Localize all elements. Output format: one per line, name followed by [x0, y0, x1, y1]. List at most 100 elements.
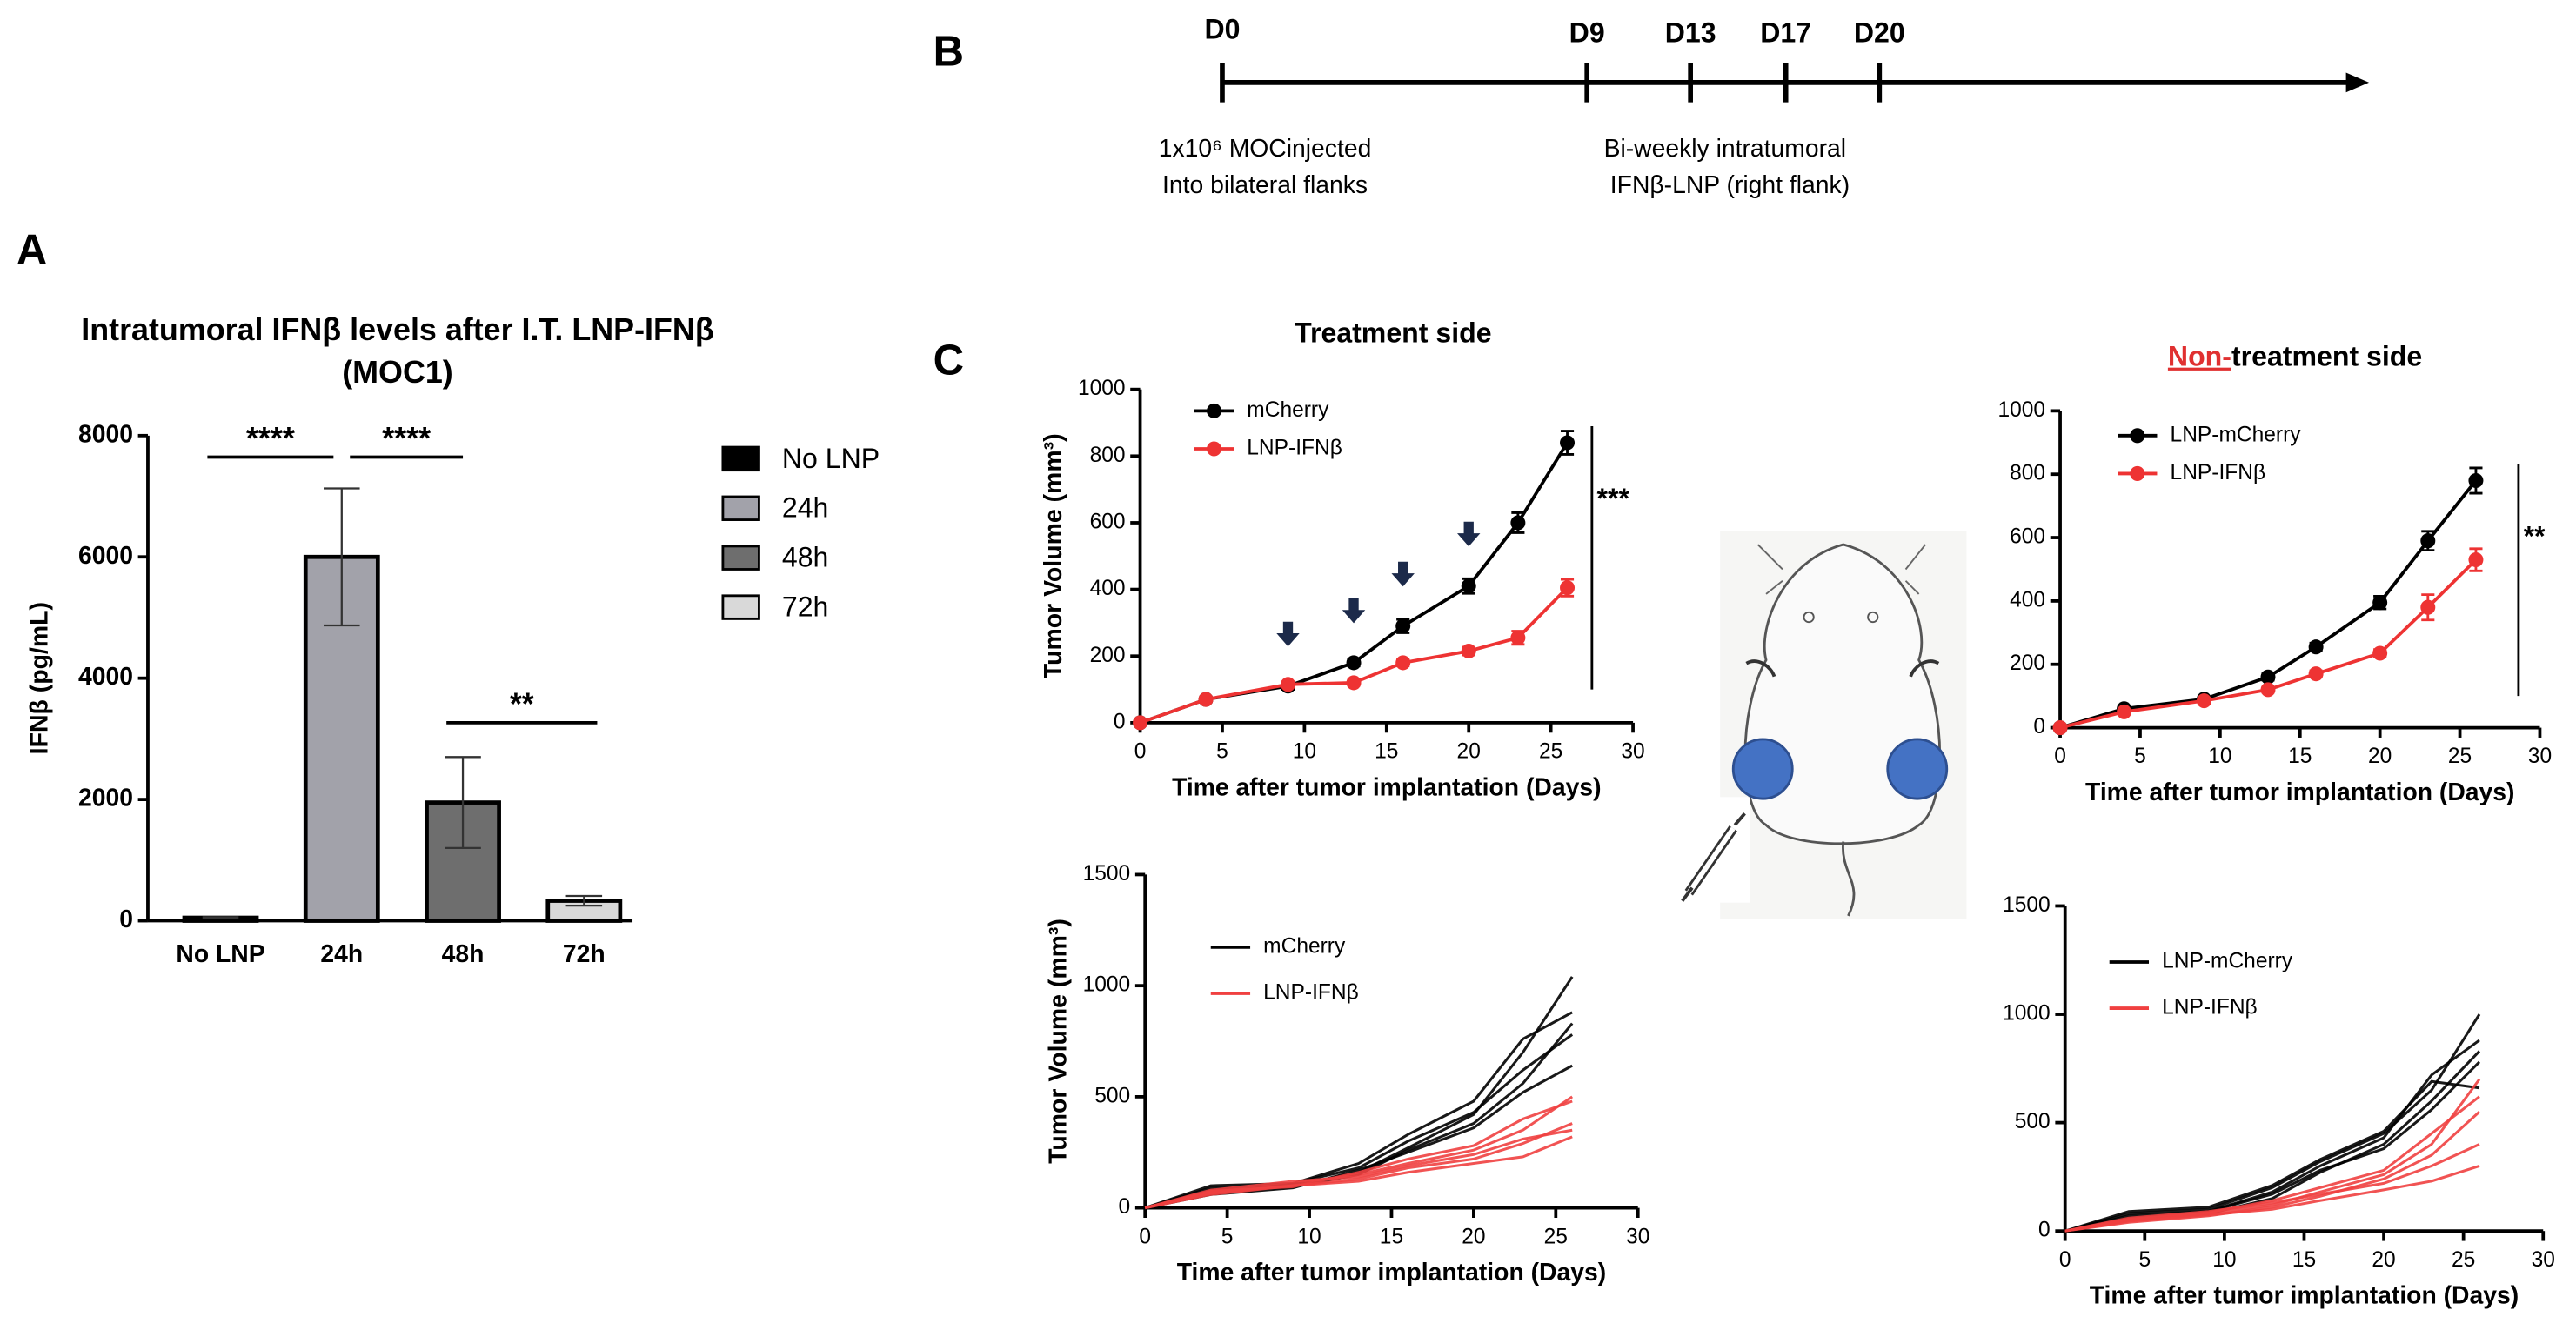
data-point	[1560, 435, 1576, 451]
y-tick-label: 0	[1114, 710, 1126, 733]
data-point	[2420, 533, 2436, 549]
x-axis-label: Time after tumor implantation (Days)	[1172, 773, 1601, 801]
chart-title: Intratumoral IFNβ levels after I.T. LNP-…	[81, 311, 713, 347]
treatment-arrow	[1457, 521, 1481, 547]
y-tick-label: 0	[2038, 1219, 2051, 1242]
series-line	[2064, 1039, 2480, 1233]
y-tick-label: 1000	[1078, 377, 1126, 400]
y-tick-label: 1500	[2003, 893, 2051, 917]
series-line	[1144, 1135, 1573, 1210]
x-tick-label: 24h	[320, 940, 363, 968]
series-line	[2064, 1013, 2481, 1233]
data-point	[1198, 692, 1214, 707]
y-tick-label: 800	[2010, 462, 2045, 485]
x-tick-label: 30	[1626, 1225, 1649, 1248]
data-point	[1346, 675, 1362, 691]
x-tick-label: 5	[2138, 1248, 2151, 1272]
x-axis-label: Time after tumor implantation (Days)	[2090, 1282, 2519, 1310]
panel-label: B	[933, 28, 964, 76]
data-point	[1510, 515, 1526, 531]
legend-label: mCherry	[1247, 398, 1329, 422]
timeline-day: D9	[1569, 17, 1605, 48]
x-tick-label: 20	[1462, 1225, 1485, 1248]
data-point	[2468, 552, 2484, 568]
data-point	[2260, 682, 2276, 698]
data-point	[1346, 655, 1362, 671]
legend-marker	[1207, 403, 1222, 418]
mean-line	[2059, 558, 2478, 730]
x-axis-label: Time after tumor implantation (Days)	[1177, 1259, 1606, 1287]
timeline-note: 1x10⁶ MOCinjected	[1159, 135, 1372, 163]
y-tick-label: 1000	[2003, 1002, 2051, 1026]
y-tick-label: 0	[119, 906, 133, 933]
y-axis-label: IFNβ (pg/mL)	[26, 602, 54, 754]
data-point	[1395, 655, 1411, 671]
x-tick-label: 15	[2288, 745, 2312, 768]
series-line	[1144, 1128, 1573, 1210]
panel-label: A	[17, 225, 47, 273]
x-tick-label: No LNP	[176, 940, 264, 968]
timeline-note: Bi-weekly intratumoral	[1604, 135, 1846, 163]
timeline-day: D17	[1760, 17, 1811, 48]
chart-title: Non-treatment side	[2168, 340, 2422, 371]
x-tick-label: 25	[2452, 1248, 2475, 1272]
y-tick-label: 4000	[78, 663, 133, 691]
x-tick-label: 30	[1621, 740, 1644, 764]
data-point	[2308, 666, 2324, 682]
x-tick-label: 10	[2212, 1248, 2236, 1272]
y-tick-label: 6000	[78, 542, 133, 570]
legend-label: 48h	[782, 542, 829, 573]
chart-title: Treatment side	[1295, 317, 1491, 349]
timeline-day: D20	[1854, 17, 1905, 48]
y-tick-label: 0	[2033, 715, 2045, 739]
series-line	[1144, 1099, 1573, 1210]
x-tick-label: 5	[1221, 1225, 1234, 1248]
y-tick-label: 1000	[1997, 398, 2045, 422]
treatment-arrow	[1342, 598, 1366, 624]
x-tick-label: 20	[1457, 740, 1481, 764]
data-point	[2308, 639, 2324, 655]
significance-label: ***	[1597, 483, 1630, 514]
error-bar	[445, 756, 481, 850]
y-tick-label: 600	[1090, 510, 1126, 533]
treatment-arrow	[1391, 561, 1415, 587]
data-point	[1133, 715, 1148, 731]
x-tick-label: 0	[1134, 740, 1147, 764]
legend-swatch	[721, 545, 760, 571]
x-tick-label: 10	[1293, 740, 1316, 764]
x-tick-label: 72h	[563, 940, 606, 968]
x-tick-label: 25	[2448, 745, 2472, 768]
data-point	[2052, 720, 2068, 736]
y-tick-label: 200	[1090, 644, 1126, 667]
significance-label: ****	[382, 420, 431, 456]
y-tick-label: 600	[2010, 525, 2045, 549]
legend-label: 72h	[782, 591, 829, 622]
series-line	[2064, 1164, 2480, 1233]
x-tick-label: 15	[2292, 1248, 2316, 1272]
y-tick-label: 1000	[1083, 973, 1131, 997]
data-point	[2260, 669, 2276, 685]
y-tick-label: 500	[1094, 1084, 1130, 1107]
timeline-ticks	[1220, 63, 1883, 103]
legend-marker	[2130, 465, 2145, 481]
legend-marker	[2130, 428, 2145, 444]
timeline-day: D0	[1204, 13, 1240, 44]
x-tick-label: 15	[1375, 740, 1398, 764]
mean-line	[2059, 479, 2478, 730]
legend-label: LNP-IFNβ	[1263, 980, 1359, 1004]
x-tick-label: 30	[2528, 745, 2552, 768]
data-point	[1461, 578, 1476, 594]
x-tick-label: 30	[2532, 1248, 2555, 1272]
legend-swatch	[721, 445, 760, 472]
legend-marker	[1207, 441, 1222, 457]
significance-label: **	[510, 685, 534, 721]
y-axis-label: Tumor Volume (mm³)	[1040, 433, 1067, 678]
data-point	[2420, 599, 2436, 615]
timeline-note: Into bilateral flanks	[1162, 171, 1368, 199]
y-tick-label: 2000	[78, 785, 133, 812]
x-tick-label: 25	[1539, 740, 1562, 764]
x-tick-label: 5	[2134, 745, 2146, 768]
series-line	[1144, 1033, 1574, 1210]
x-tick-label: 25	[1544, 1225, 1568, 1248]
error-bar	[324, 487, 360, 627]
